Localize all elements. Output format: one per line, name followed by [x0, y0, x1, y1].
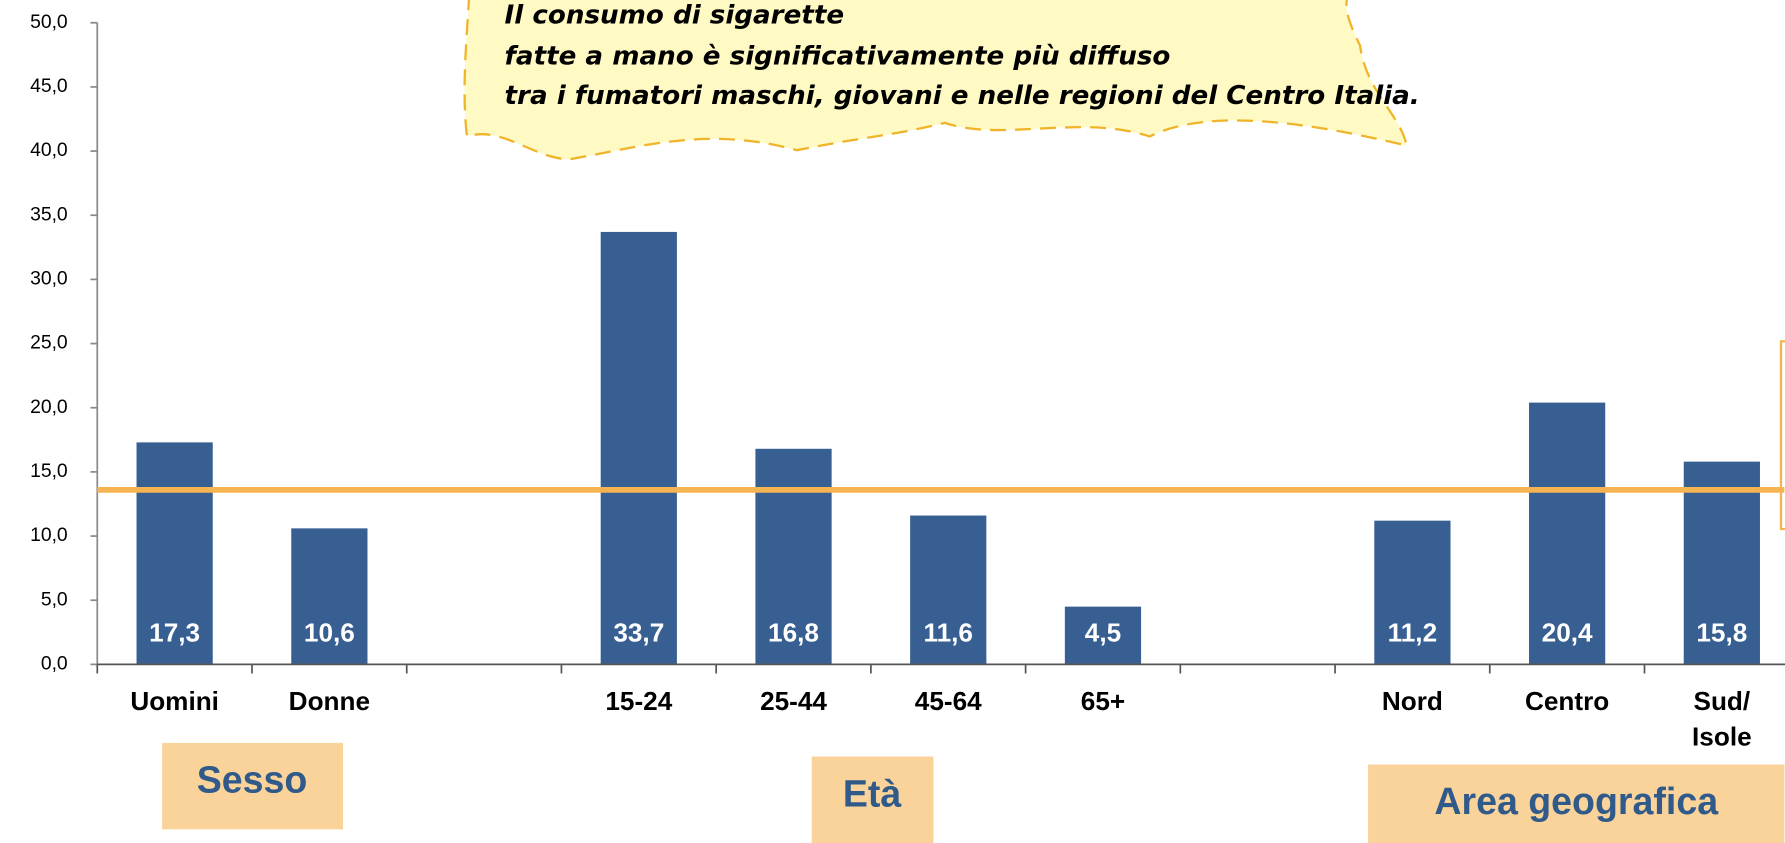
y-tick-label: 50,0	[30, 11, 68, 33]
value-label: 20,4	[1542, 618, 1593, 648]
bar	[1683, 461, 1760, 665]
y-tick-label: 40,0	[30, 139, 68, 161]
annotation-line: Il consumo di sigarette	[505, 0, 845, 30]
x-tick-label: 15-24	[605, 686, 672, 716]
side-box	[1779, 340, 1785, 531]
group-box	[1368, 764, 1785, 843]
group-box	[162, 742, 344, 830]
value-label: 33,7	[613, 618, 664, 648]
bar	[1374, 520, 1451, 665]
x-tick-label: Donne	[289, 686, 370, 716]
annotation-line: tra i fumatori maschi, giovani e nelle r…	[505, 81, 1420, 111]
x-tick-label: Sud/Isole	[1692, 686, 1752, 751]
value-label: 11,6	[924, 618, 973, 648]
x-tick-label: 45-64	[915, 686, 982, 716]
y-tick-label: 25,0	[30, 332, 68, 354]
x-tick-label: 65+	[1081, 686, 1125, 716]
bar	[755, 448, 832, 665]
y-tick-label: 15,0	[30, 460, 68, 482]
bar	[1064, 606, 1142, 665]
annotation-line: fatte a mano è significativamente più di…	[505, 41, 1171, 71]
y-tick-label: 30,0	[30, 268, 68, 290]
y-tick-label: 5,0	[41, 588, 68, 610]
x-tick-label: 25-44	[760, 686, 827, 716]
value-label: 11,2	[1388, 618, 1437, 648]
value-label: 16,8	[768, 618, 819, 648]
y-tick-label: 10,0	[30, 524, 68, 546]
value-label: 10,6	[304, 618, 355, 648]
callout-cloud	[463, 0, 1409, 161]
bar	[600, 231, 677, 665]
y-tick-label: 45,0	[30, 75, 68, 97]
x-tick-label: Centro	[1525, 686, 1609, 716]
bar	[136, 442, 213, 665]
y-tick-label: 20,0	[30, 396, 68, 418]
y-tick-label: 0,0	[41, 652, 68, 674]
bar	[910, 515, 987, 665]
bar	[291, 528, 368, 665]
group-box	[811, 756, 934, 843]
x-tick-label: Uomini	[130, 686, 219, 716]
group-label: Età	[843, 772, 902, 814]
value-label: 4,5	[1085, 618, 1121, 648]
x-tick-label: Nord	[1382, 686, 1443, 716]
group-label: Area geografica	[1434, 780, 1719, 822]
value-label: 17,3	[149, 618, 200, 648]
bar	[1529, 402, 1606, 665]
value-label: 15,8	[1696, 618, 1747, 648]
y-tick-label: 35,0	[30, 203, 68, 225]
group-label: Sesso	[197, 759, 308, 801]
